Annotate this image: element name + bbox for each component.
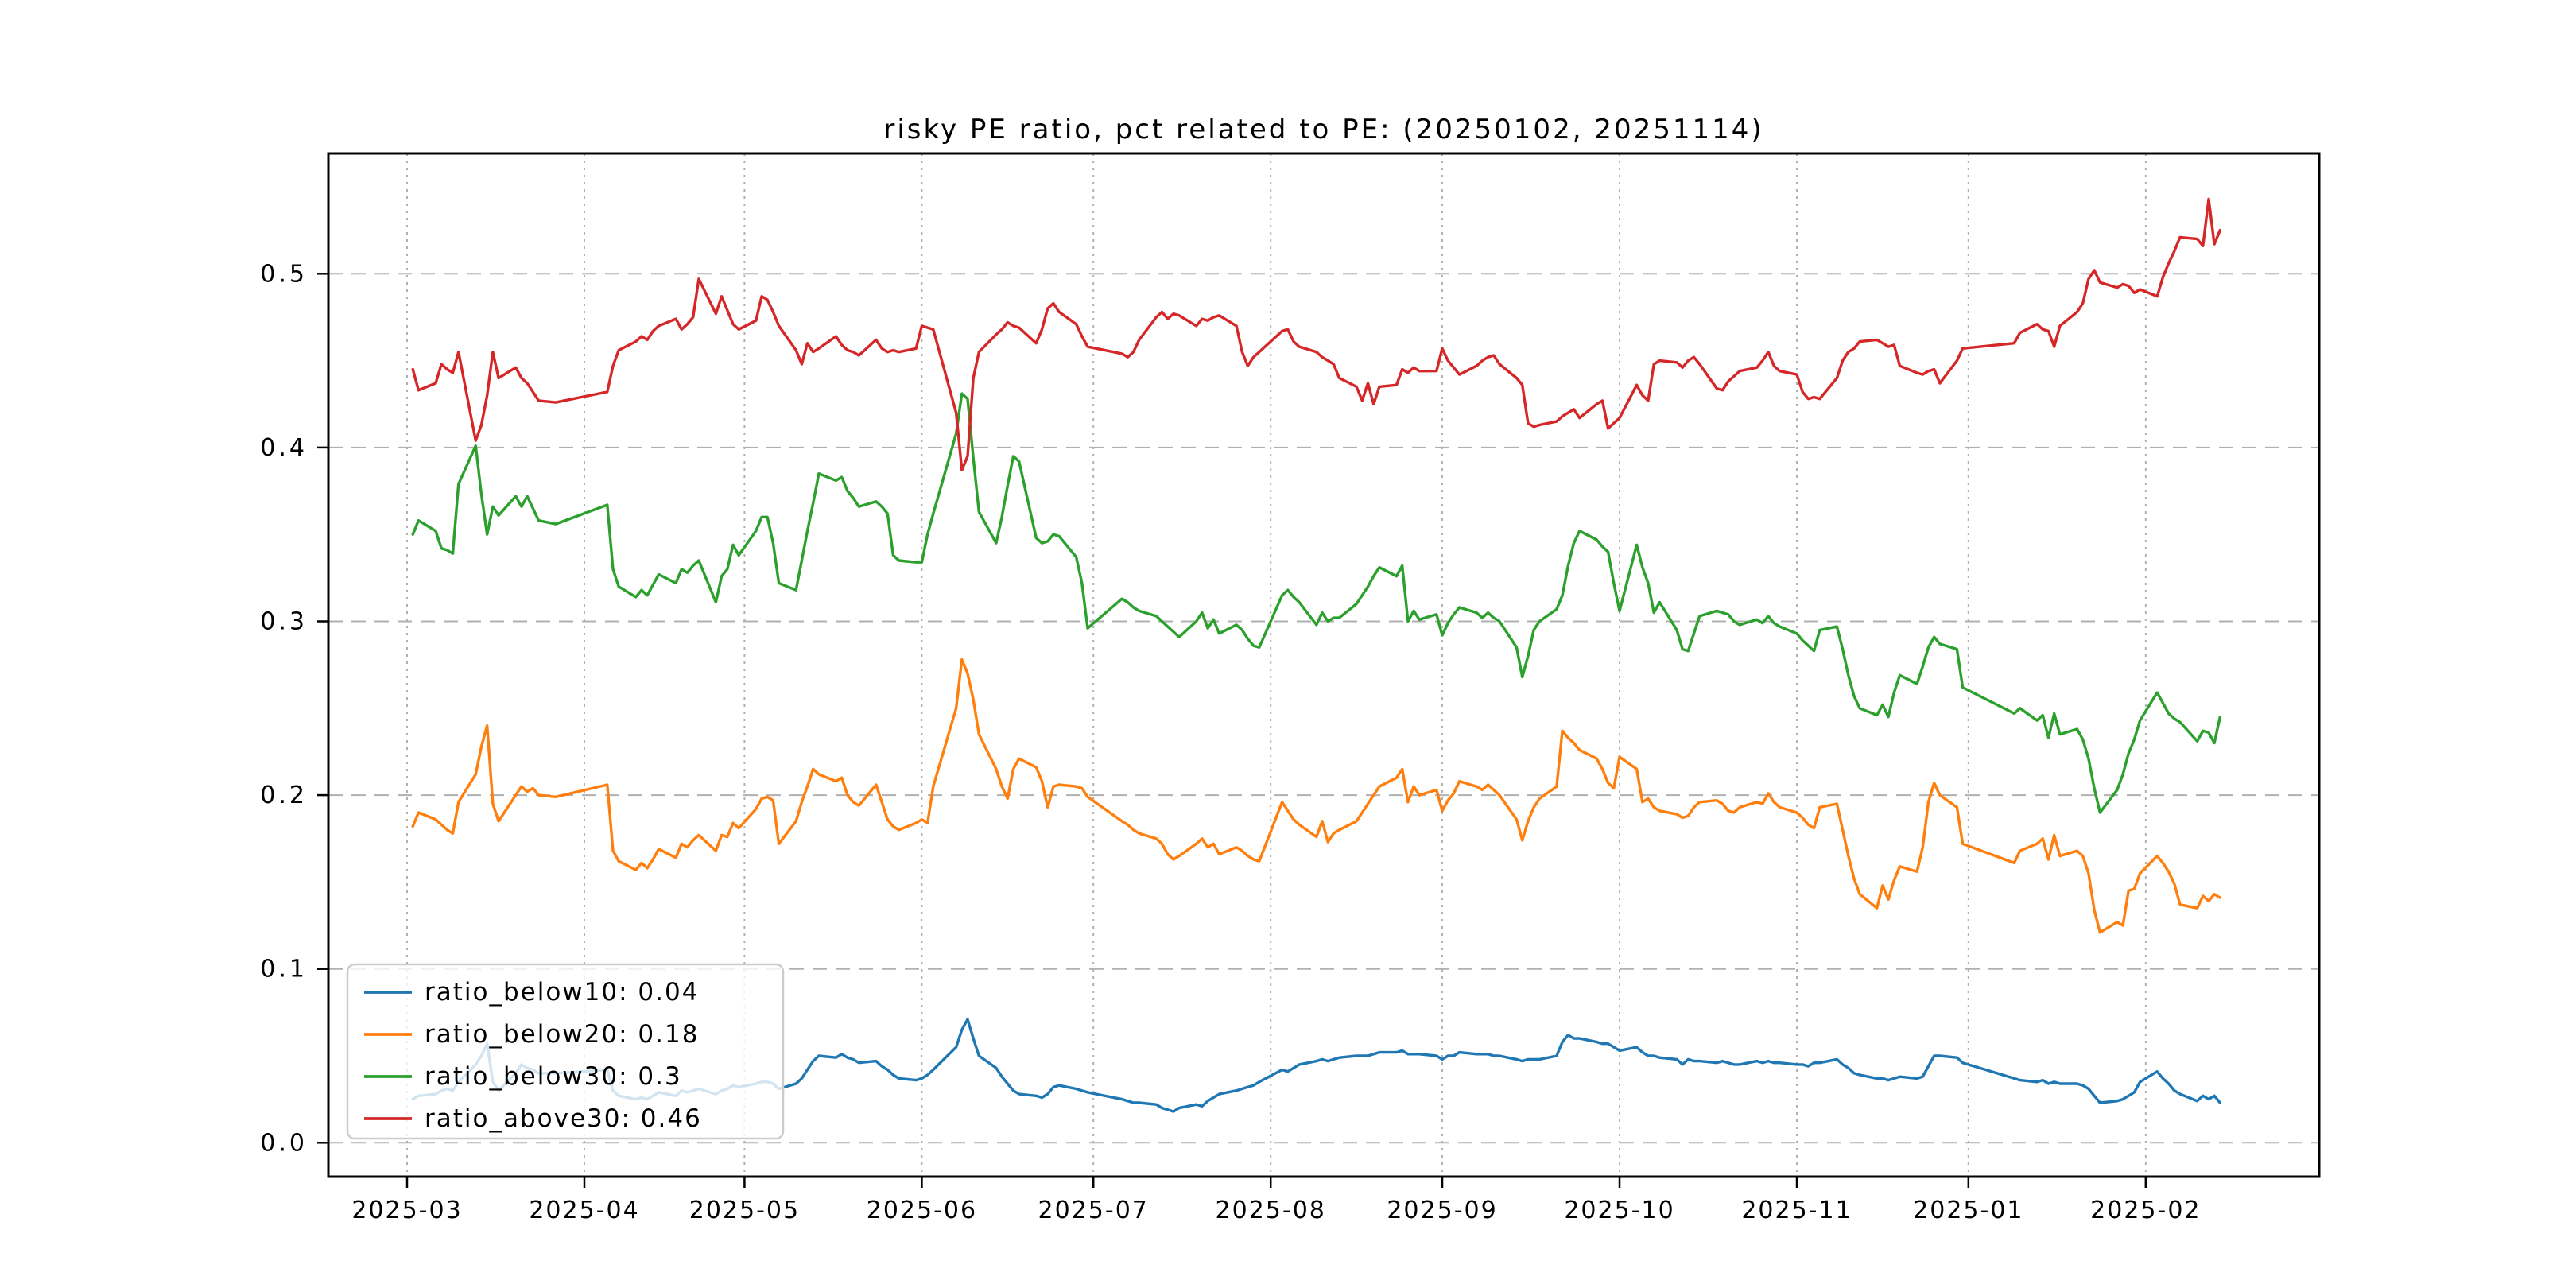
legend-box (346, 963, 785, 1140)
x-tick-label: 2025-09 (1387, 1197, 1497, 1224)
y-tick-label: 0.1 (260, 956, 308, 983)
x-tick-label: 2025-04 (529, 1197, 639, 1224)
x-tick-label: 2025-10 (1564, 1197, 1674, 1224)
x-tick-label: 2025-02 (2090, 1197, 2201, 1224)
y-tick-label: 0.4 (260, 434, 308, 462)
y-tick-label: 0.0 (260, 1129, 308, 1157)
x-tick-label: 2025-01 (1913, 1197, 2023, 1224)
legend-label-ratio_above30: ratio_above30: 0.46 (425, 1104, 702, 1133)
series-line-ratio_below20 (411, 658, 2221, 934)
axes-frame (327, 152, 2321, 1178)
series-line-ratio_above30 (411, 197, 2221, 471)
x-tick-label: 2025-07 (1038, 1197, 1149, 1224)
x-tick-label: 2025-08 (1216, 1197, 1326, 1224)
legend-label-ratio_below30: ratio_below30: 0.3 (425, 1062, 682, 1091)
legend-label-ratio_below20: ratio_below20: 0.18 (425, 1020, 699, 1049)
legend-label-ratio_below10: ratio_below10: 0.04 (425, 978, 699, 1007)
x-tick-label: 2025-06 (867, 1197, 977, 1224)
chart-title: risky PE ratio, pct related to PE: (2025… (883, 114, 1764, 145)
x-tick-label: 2025-03 (351, 1197, 462, 1224)
y-tick-label: 0.3 (260, 608, 308, 636)
x-tick-label: 2025-05 (689, 1197, 800, 1224)
y-tick-label: 0.5 (260, 260, 308, 288)
series-line-ratio_below30 (411, 392, 2221, 814)
x-tick-label: 2025-11 (1741, 1197, 1852, 1224)
y-tick-label: 0.2 (260, 782, 308, 809)
